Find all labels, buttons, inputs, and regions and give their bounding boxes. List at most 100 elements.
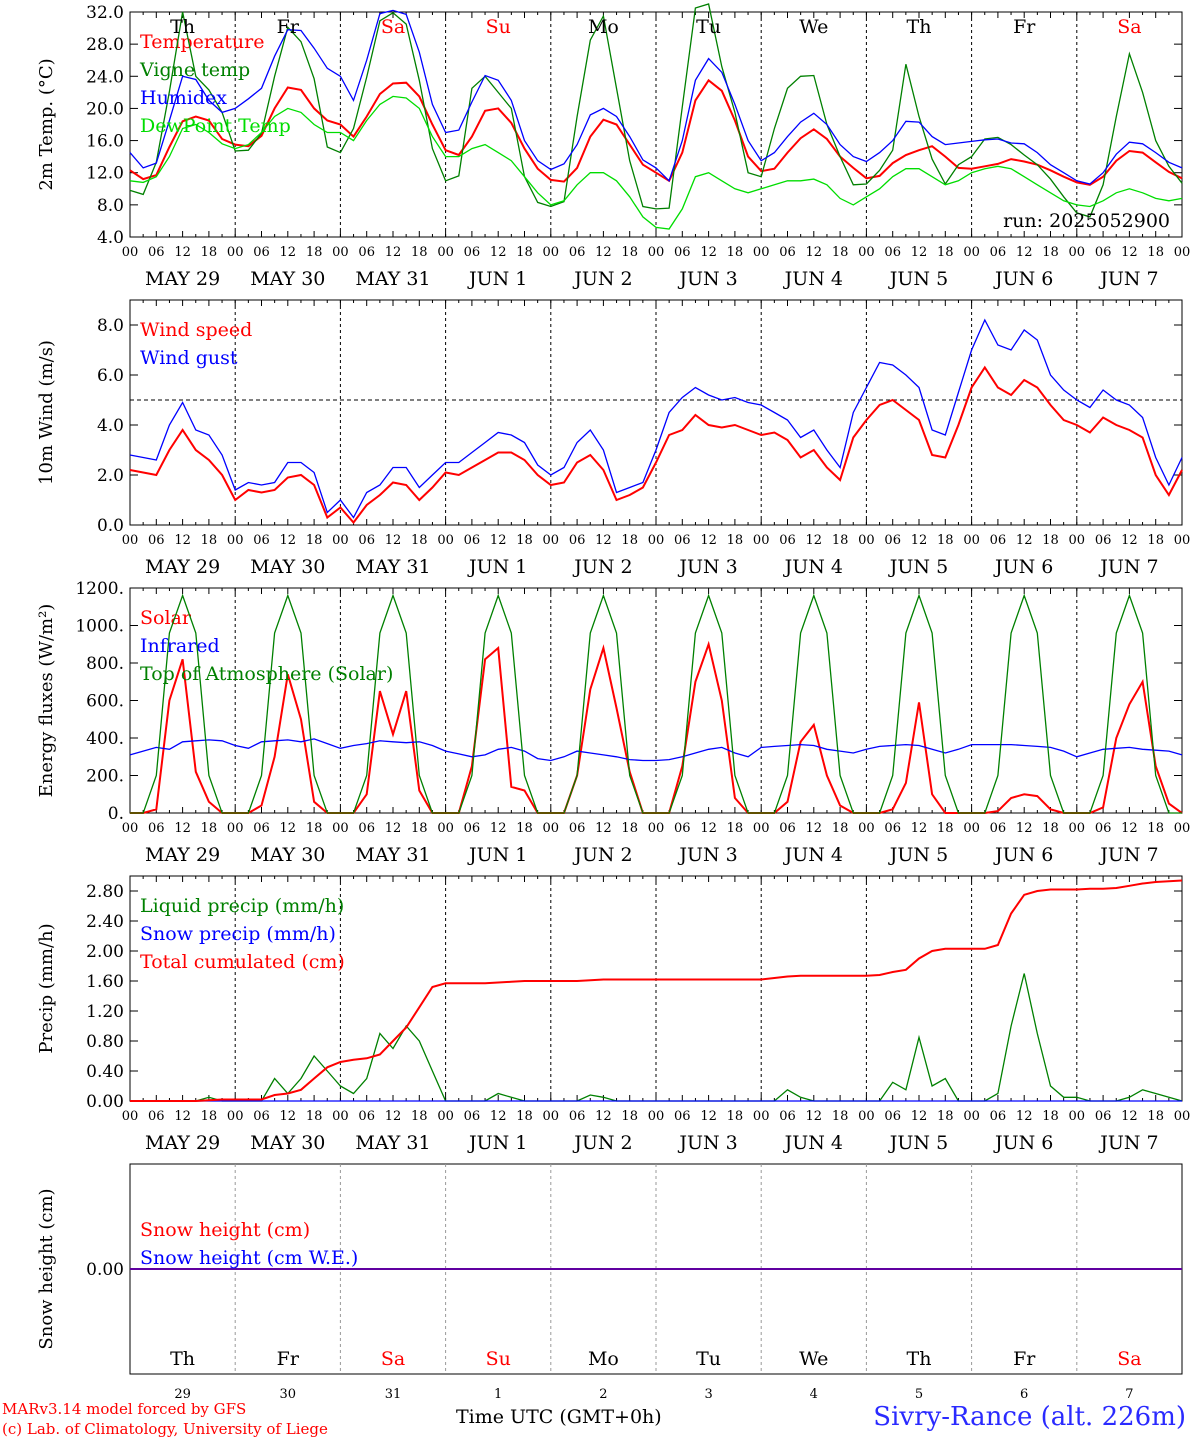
y-tick-label: 800.: [86, 654, 124, 674]
hour-tick-label: 18: [1147, 533, 1164, 548]
hour-tick-label: 12: [700, 533, 717, 548]
y-tick-label: 8.0: [97, 316, 124, 336]
panel-frame: [129, 587, 1183, 814]
hour-tick-label: 12: [385, 533, 402, 548]
date-label: MAY 29: [145, 844, 220, 866]
y-tick-label: 1.20: [86, 1002, 124, 1022]
hour-tick-label: 18: [937, 245, 954, 260]
y-tick-label: 2.00: [86, 942, 124, 962]
hour-tick-label: 06: [253, 821, 270, 836]
hour-tick-label: 06: [569, 821, 586, 836]
hour-tick-label: 18: [621, 245, 638, 260]
hour-tick-label: 00: [648, 533, 665, 548]
hour-tick-label: 06: [1095, 1109, 1112, 1124]
hour-tick-label: 06: [990, 821, 1007, 836]
series-line-humidex: [129, 9, 1183, 185]
weekday-label: Fr: [277, 16, 300, 38]
date-label: MAY 31: [355, 844, 430, 866]
date-label: JUN 7: [1098, 556, 1158, 578]
date-label: MAY 31: [355, 556, 430, 578]
panel-5: 0.00 Snow height (cm) Snow height (cm) Snow…: [36, 1163, 1183, 1375]
hour-tick-label: 06: [464, 1109, 481, 1124]
footer-weekday: Sa: [1117, 1348, 1141, 1370]
hour-tick-label: 00: [437, 533, 454, 548]
y-tick-label: 32.0: [86, 3, 124, 23]
hour-tick-label: 12: [1121, 245, 1138, 260]
hour-tick-label: 00: [858, 245, 875, 260]
hour-tick-label: 12: [595, 821, 612, 836]
series-line-infrared: [129, 738, 1183, 762]
hour-tick-label: 06: [253, 245, 270, 260]
hour-tick-label: 00: [1174, 533, 1191, 548]
hour-tick-label: 06: [884, 533, 901, 548]
footer-day-number: 31: [385, 1387, 402, 1402]
hour-tick-label: 00: [753, 1109, 770, 1124]
legend-entry: Wind speed: [140, 319, 252, 341]
y-tick-label: 1200.: [75, 579, 124, 599]
hour-tick-label: 00: [227, 1109, 244, 1124]
hour-tick-label: 00: [963, 821, 980, 836]
hour-tick-label: 06: [674, 245, 691, 260]
hour-tick-label: 18: [1147, 245, 1164, 260]
hour-tick-label: 00: [332, 245, 349, 260]
legend-entry: Vigne temp: [139, 59, 250, 81]
y-tick-label: 8.0: [97, 196, 124, 216]
footer-weekday: Mo: [588, 1348, 619, 1370]
date-label: JUN 4: [783, 844, 843, 866]
date-label: JUN 3: [677, 1132, 737, 1154]
hour-tick-label: 12: [1016, 1109, 1033, 1124]
hour-tick-label: 06: [779, 533, 796, 548]
hour-tick-label: 18: [621, 821, 638, 836]
hour-tick-label: 00: [1174, 245, 1191, 260]
hour-tick-label: 12: [806, 245, 823, 260]
footer-day-number: 3: [704, 1387, 712, 1402]
hour-tick-label: 12: [385, 245, 402, 260]
hour-tick-label: 06: [464, 821, 481, 836]
y-tick-label: 4.0: [97, 416, 124, 436]
hour-tick-label: 00: [227, 245, 244, 260]
date-label: JUN 1: [467, 844, 527, 866]
hour-tick-label: 18: [1042, 1109, 1059, 1124]
hour-tick-label: 00: [332, 533, 349, 548]
weekday-label: Mo: [588, 16, 619, 38]
y-axis-label: 2m Temp. (°C): [36, 58, 57, 190]
date-label: JUN 4: [783, 268, 843, 290]
hour-tick-label: 00: [1069, 821, 1086, 836]
hour-tick-label: 18: [727, 245, 744, 260]
hour-tick-label: 00: [753, 821, 770, 836]
footer-weekday: Th: [170, 1348, 195, 1370]
hour-tick-label: 12: [174, 245, 191, 260]
hour-tick-label: 18: [516, 1109, 533, 1124]
y-axis-label: Precip (mm/h): [36, 923, 57, 1053]
hour-tick-label: 00: [122, 821, 139, 836]
hour-tick-label: 00: [648, 1109, 665, 1124]
hour-tick-label: 06: [779, 245, 796, 260]
hour-tick-label: 00: [122, 245, 139, 260]
y-tick-label: 0.00: [86, 1260, 124, 1280]
model-credit: MARv3.14 model forced by GFS: [2, 1400, 247, 1418]
hour-tick-label: 06: [990, 1109, 1007, 1124]
hour-tick-label: 00: [1174, 821, 1191, 836]
weekday-label: We: [799, 16, 828, 38]
hour-tick-label: 12: [1016, 245, 1033, 260]
hour-tick-label: 12: [280, 821, 297, 836]
series-line-total-cumulated-cm-: [130, 879, 1183, 1102]
legend-entry: Top of Atmosphere (Solar): [140, 663, 393, 685]
weekday-label: Sa: [1117, 16, 1141, 38]
hour-tick-label: 00: [648, 821, 665, 836]
y-tick-label: 24.0: [86, 67, 124, 87]
hour-tick-label: 06: [148, 245, 165, 260]
hour-tick-label: 06: [884, 821, 901, 836]
date-label: MAY 31: [355, 268, 430, 290]
footer-weekday: Su: [486, 1348, 511, 1370]
hour-tick-label: 18: [306, 821, 323, 836]
footer-day-number: 7: [1125, 1387, 1133, 1402]
legend-entry: Solar: [140, 607, 192, 629]
hour-tick-label: 18: [727, 533, 744, 548]
hour-tick-label: 18: [621, 533, 638, 548]
hour-tick-label: 00: [858, 821, 875, 836]
hour-tick-label: 06: [884, 1109, 901, 1124]
lab-credit: (c) Lab. of Climatology, University of L…: [2, 1420, 328, 1438]
hour-tick-label: 12: [490, 1109, 507, 1124]
hour-tick-label: 06: [990, 245, 1007, 260]
